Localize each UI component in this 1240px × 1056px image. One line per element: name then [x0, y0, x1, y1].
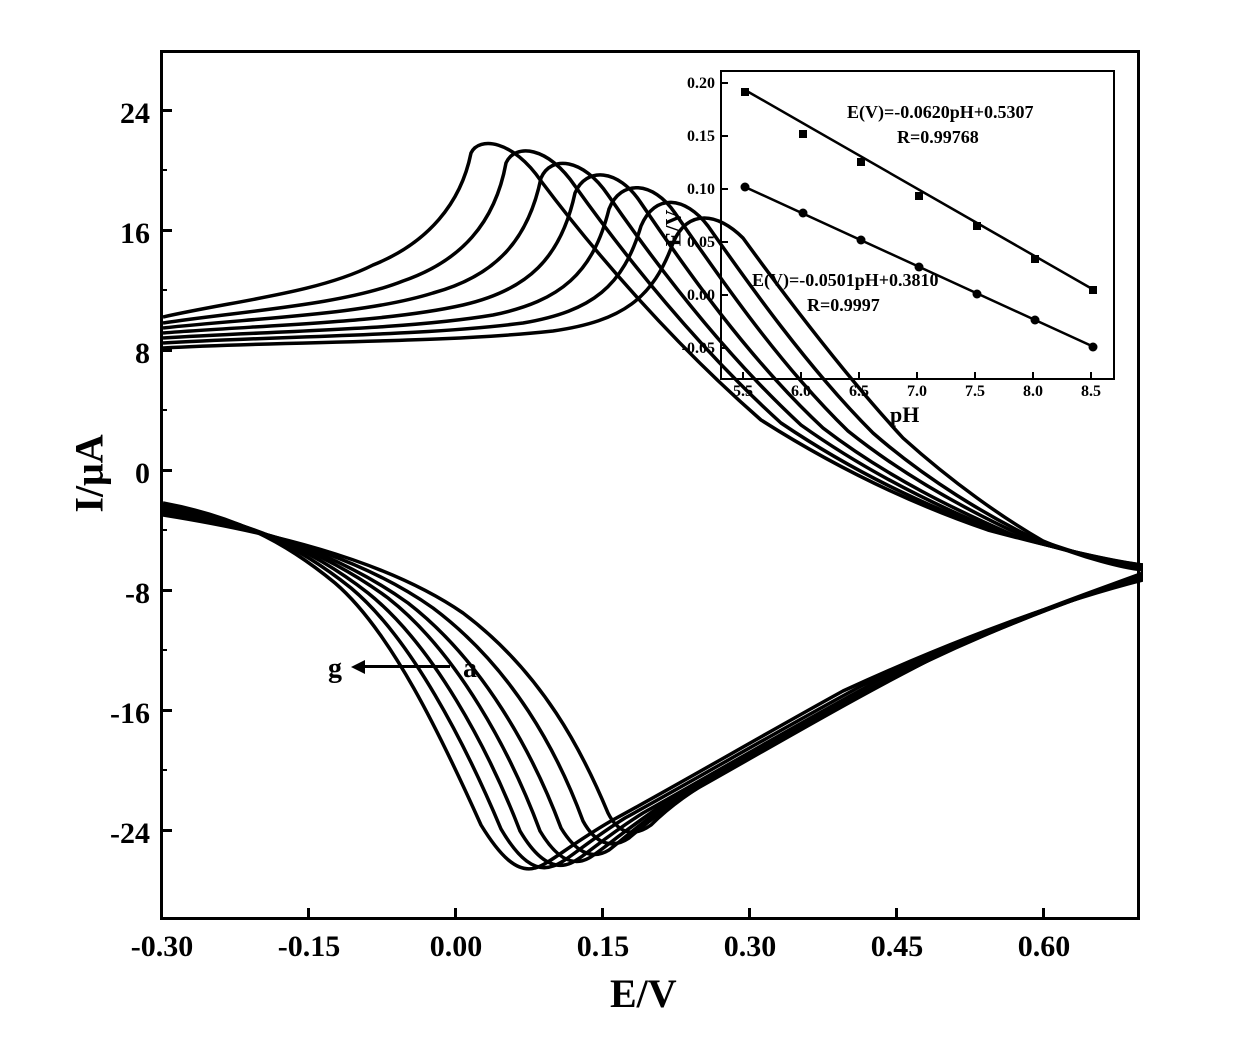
inset-y-tick-label: 0.00	[675, 287, 715, 305]
y-tick-minor	[160, 769, 167, 771]
y-tick-label: 24	[90, 97, 150, 131]
arrow-label-a: a	[463, 653, 477, 685]
y-tick-label: 0	[90, 457, 150, 491]
inset-plot-area: E(V)=-0.0620pH+0.5307 R=0.99768 E(V)=-0.…	[720, 70, 1115, 380]
y-tick-label: -8	[90, 577, 150, 611]
x-tick-label: 0.00	[416, 930, 496, 964]
x-tick	[601, 908, 604, 920]
y-tick-label: -24	[90, 817, 150, 851]
y-tick-label: 8	[90, 337, 150, 371]
inset-x-tick-label: 5.5	[728, 383, 758, 401]
inset-y-tick	[720, 188, 728, 190]
y-tick-minor	[160, 529, 167, 531]
x-tick	[307, 908, 310, 920]
inset-x-tick-label: 6.0	[786, 383, 816, 401]
inset-r-lower: R=0.9997	[807, 295, 880, 316]
inset-y-tick	[720, 135, 728, 137]
x-tick	[895, 908, 898, 920]
x-tick-label: 0.60	[1004, 930, 1084, 964]
arrow-line	[365, 665, 450, 668]
y-tick	[160, 709, 172, 712]
inset-y-tick-label: 0.15	[675, 128, 715, 146]
inset-y-tick-label: 0.20	[675, 75, 715, 93]
inset-y-tick-label: -0.05	[675, 340, 715, 358]
y-tick	[160, 109, 172, 112]
inset-x-tick	[974, 372, 976, 380]
y-tick-label: -16	[90, 697, 150, 731]
inset-r-upper: R=0.99768	[897, 127, 979, 148]
y-tick	[160, 829, 172, 832]
inset-x-tick	[800, 372, 802, 380]
x-tick	[160, 908, 163, 920]
inset-x-tick-label: 8.0	[1018, 383, 1048, 401]
y-tick-minor	[160, 169, 167, 171]
inset-x-tick	[742, 372, 744, 380]
inset-y-tick-label: 0.10	[675, 181, 715, 199]
y-tick-label: 16	[90, 217, 150, 251]
inset-y-tick	[720, 82, 728, 84]
inset-x-tick	[858, 372, 860, 380]
inset-x-tick	[1032, 372, 1034, 380]
inset-chart-container: E/V pH	[660, 60, 1125, 430]
x-axis-label: E/V	[610, 970, 677, 1017]
arrow-head-icon	[351, 660, 365, 674]
inset-equation-upper: E(V)=-0.0620pH+0.5307	[847, 102, 1034, 123]
inset-y-tick	[720, 241, 728, 243]
inset-x-tick-label: 8.5	[1076, 383, 1106, 401]
inset-x-tick-label: 6.5	[844, 383, 874, 401]
inset-x-tick-label: 7.5	[960, 383, 990, 401]
y-tick	[160, 229, 172, 232]
inset-equation-lower: E(V)=-0.0501pH+0.3810	[752, 270, 939, 291]
inset-y-tick-label: 0.05	[675, 234, 715, 252]
inset-y-tick	[720, 294, 728, 296]
y-tick-minor	[160, 649, 167, 651]
y-tick	[160, 589, 172, 592]
arrow-label-g: g	[328, 653, 342, 685]
x-tick-label: 0.30	[710, 930, 790, 964]
x-tick-label: 0.15	[563, 930, 643, 964]
inset-x-tick-label: 7.0	[902, 383, 932, 401]
x-tick	[1042, 908, 1045, 920]
inset-x-tick	[1090, 372, 1092, 380]
x-tick	[454, 908, 457, 920]
x-tick-label: 0.45	[857, 930, 937, 964]
main-chart-container: I/μA E/V g	[60, 20, 1200, 1020]
x-tick-label: -0.30	[122, 930, 202, 964]
inset-y-tick	[720, 347, 728, 349]
y-tick-minor	[160, 289, 167, 291]
y-tick	[160, 349, 172, 352]
x-tick-label: -0.15	[269, 930, 349, 964]
inset-x-axis-label: pH	[890, 402, 919, 428]
y-tick	[160, 469, 172, 472]
y-tick-minor	[160, 409, 167, 411]
x-tick	[748, 908, 751, 920]
inset-x-tick	[916, 372, 918, 380]
